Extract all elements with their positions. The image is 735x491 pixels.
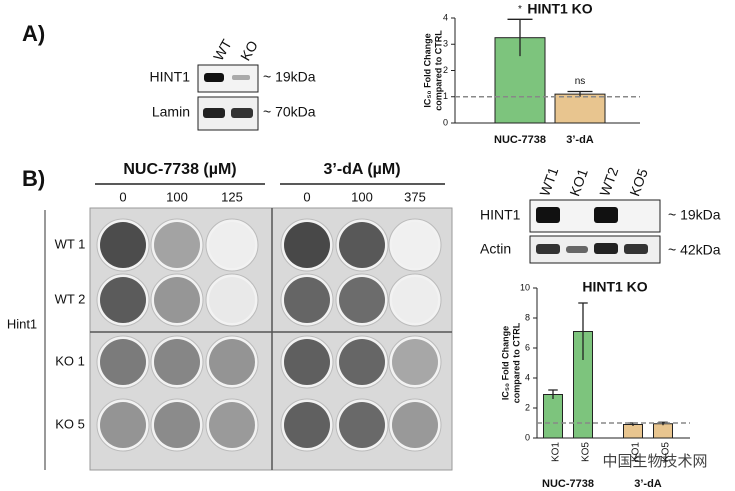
dose-label: 375	[404, 189, 426, 204]
y-tick-label: 10	[520, 282, 530, 292]
error-bar	[567, 90, 593, 97]
well-colonies	[209, 277, 255, 323]
error-bar	[578, 302, 588, 360]
error-bar	[548, 389, 558, 399]
x-tick-label: KO1	[631, 442, 642, 462]
well-colonies	[284, 277, 330, 323]
well-colonies	[392, 222, 438, 268]
row-label: Lamin	[152, 104, 190, 120]
well-colonies	[339, 339, 385, 385]
row-label: KO 5	[55, 416, 85, 431]
y-axis-label: IC₅₀ Fold Change	[500, 326, 510, 400]
y-tick-label: 1	[443, 91, 448, 101]
well-colonies	[392, 339, 438, 385]
wells	[96, 218, 442, 452]
dose-label: 0	[119, 189, 126, 204]
y-axis-label: compared to CTRL	[433, 30, 443, 111]
size-label: ~ 19kDa	[668, 207, 721, 223]
annotation: ns	[575, 76, 586, 87]
well-colonies	[209, 402, 255, 448]
row-label: KO 1	[55, 353, 85, 368]
band	[231, 108, 253, 118]
bar	[554, 93, 606, 124]
dose-label: 100	[166, 189, 188, 204]
y-tick-label: 4	[443, 12, 448, 22]
well-colonies	[339, 277, 385, 323]
watermark: 中国生物技术网	[602, 453, 707, 470]
y-tick-label: 2	[443, 65, 448, 75]
treatment-label: 3’-dA (µM)	[323, 161, 400, 178]
dose-label: 0	[303, 189, 310, 204]
bar	[543, 394, 563, 439]
dose-label: 100	[351, 189, 373, 204]
y-tick-label: 0	[525, 432, 530, 442]
well-colonies	[100, 222, 146, 268]
panel-label: A)	[22, 21, 45, 46]
group-label: Hint1	[7, 316, 37, 331]
annotation: *	[518, 4, 522, 15]
chart-title: HINT1 KO	[582, 279, 647, 295]
band	[536, 207, 560, 223]
well-colonies	[339, 402, 385, 448]
well-colonies	[339, 222, 385, 268]
well-colonies	[100, 402, 146, 448]
group-label: NUC-7738	[542, 478, 594, 490]
well-colonies	[209, 339, 255, 385]
well-colonies	[284, 339, 330, 385]
size-label: ~ 70kDa	[263, 104, 316, 120]
y-tick-label: 8	[525, 312, 530, 322]
y-tick-label: 4	[525, 372, 530, 382]
chart-title: HINT1 KO	[527, 1, 592, 17]
bar	[653, 423, 673, 439]
well-colonies	[100, 277, 146, 323]
band	[204, 73, 224, 82]
y-axis-label: compared to CTRL	[511, 322, 521, 403]
x-tick-label: KO5	[661, 442, 672, 462]
dose-label: 125	[221, 189, 243, 204]
treatment-label: NUC-7738 (µM)	[123, 161, 236, 178]
x-tick-label: NUC-7738	[494, 134, 546, 146]
row-label: WT 1	[55, 236, 86, 251]
well-colonies	[154, 277, 200, 323]
size-label: ~ 19kDa	[263, 69, 316, 85]
error-bar	[507, 18, 533, 57]
well-colonies	[209, 222, 255, 268]
bar	[623, 424, 643, 439]
row-label: WT 2	[55, 291, 86, 306]
panel-label: B)	[22, 166, 45, 191]
y-tick-label: 6	[525, 342, 530, 352]
x-tick-label: KO5	[581, 442, 592, 462]
y-tick-label: 2	[525, 402, 530, 412]
y-tick-label: 0	[443, 117, 448, 127]
well-colonies	[284, 222, 330, 268]
band	[232, 75, 250, 80]
well-colonies	[154, 222, 200, 268]
x-tick-label: KO1	[551, 442, 562, 462]
band	[203, 108, 225, 118]
well-colonies	[154, 402, 200, 448]
band	[594, 207, 618, 223]
group-label: 3’-dA	[634, 478, 662, 490]
band	[594, 243, 618, 254]
size-label: ~ 42kDa	[668, 242, 721, 258]
well-colonies	[284, 402, 330, 448]
row-label: Actin	[480, 241, 511, 257]
band	[566, 246, 588, 253]
row-label: HINT1	[150, 69, 191, 85]
row-label: HINT1	[480, 207, 521, 223]
y-axis-label: IC₅₀ Fold Change	[422, 33, 432, 107]
well-colonies	[100, 339, 146, 385]
well-colonies	[392, 277, 438, 323]
band	[624, 244, 648, 254]
x-tick-label: 3’-dA	[566, 134, 594, 146]
band	[536, 244, 560, 254]
well-colonies	[392, 402, 438, 448]
y-tick-label: 3	[443, 39, 448, 49]
well-colonies	[154, 339, 200, 385]
